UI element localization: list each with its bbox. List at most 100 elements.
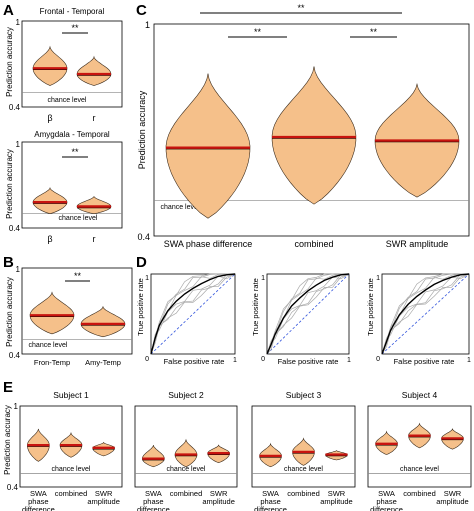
y-tick-label-top: 1 <box>14 402 19 411</box>
x-tick-label: combined <box>294 239 333 249</box>
x-tick-label: r <box>93 234 96 244</box>
x-tick-label: SWA phase difference <box>22 489 55 511</box>
panel-label-a: A <box>3 2 14 19</box>
x-tick-label: combined <box>170 489 203 498</box>
chance-diagonal <box>150 273 236 355</box>
significance-label: ** <box>74 271 82 281</box>
violin-shape <box>174 438 198 468</box>
y-axis-label: Prediction accuracy <box>3 405 12 475</box>
violin-shape <box>142 445 165 468</box>
subplot-title: Subject 2 <box>168 390 204 400</box>
x-tick-label: Amy-Temp <box>85 358 121 367</box>
x-tick-label: β <box>47 234 52 244</box>
plot-frame <box>367 405 472 488</box>
y-tick-label-top: 1 <box>16 265 21 274</box>
roc-subplot: 0 1 1 <box>145 273 237 364</box>
y-tick-label-bottom: 0.4 <box>7 483 19 492</box>
tick-label: 1 <box>376 275 380 282</box>
y-axis-label: Prediction accuracy <box>5 27 14 97</box>
x-tick-label: SWR amplitude <box>202 489 235 506</box>
x-tick-label: SWR amplitude <box>87 489 120 506</box>
panel-label-d: D <box>136 254 147 271</box>
x-tick-label: SWR amplitude <box>320 489 353 506</box>
y-axis-label: Prediction accuracy <box>5 277 14 347</box>
plot-frame <box>381 273 470 355</box>
chance-level-label: chance level <box>59 215 98 222</box>
plot-frame <box>21 20 123 108</box>
roc-curve-mean <box>266 273 350 355</box>
plot-frame <box>21 267 133 355</box>
y-axis-label: True positive rate <box>251 278 260 336</box>
subplot-title: Subject 3 <box>286 390 322 400</box>
violin-shape <box>165 73 251 219</box>
y-tick-label-top: 1 <box>16 140 21 149</box>
x-tick-label: SWR amplitude <box>436 489 469 506</box>
x-tick-label: combined <box>55 489 88 498</box>
panel-label-b: B <box>3 254 14 271</box>
roc-curve-subject <box>150 273 236 355</box>
chart-per-subject: Prediction accuracy 1 0.4 chance level Su… <box>3 390 472 511</box>
x-tick-label: β <box>47 113 52 123</box>
roc-subplot: 0 1 1 <box>376 273 471 364</box>
significance-label: ** <box>254 27 262 37</box>
y-tick-label-top: 1 <box>16 18 21 27</box>
y-tick-label-bottom: 0.4 <box>9 103 21 112</box>
tick-label: 0 <box>145 356 149 363</box>
chance-level-label: chance level <box>400 466 439 473</box>
x-tick-label: r <box>93 113 96 123</box>
chance-level-label: chance level <box>29 342 68 349</box>
x-tick-label: combined <box>403 489 436 498</box>
x-axis-label: False positive rate <box>278 357 339 366</box>
x-tick-label: SWA phase difference <box>370 489 403 511</box>
plot-frame <box>150 273 236 355</box>
subplot-title: Subject 1 <box>53 390 89 400</box>
tick-label: 0 <box>261 356 265 363</box>
roc-curve-subject <box>266 273 349 355</box>
chart-feature-comparison: Prediction accuracy 1 0.4 chance level S… <box>137 3 470 249</box>
y-tick-label-bottom: 0.4 <box>9 224 21 233</box>
plot-frame <box>19 405 123 488</box>
chart-title: Amygdala - Temporal <box>34 130 110 139</box>
roc-curve-subject <box>266 273 350 355</box>
violin-shape <box>80 305 126 338</box>
y-axis-label: Prediction accuracy <box>137 90 147 169</box>
chance-diagonal <box>381 273 470 355</box>
plot-frame <box>153 23 470 237</box>
y-tick-label-top: 1 <box>145 20 150 30</box>
tick-label: 1 <box>347 357 351 364</box>
y-tick-label-bottom: 0.4 <box>9 351 21 360</box>
significance-label: ** <box>71 23 79 33</box>
panel-label-c: C <box>136 2 147 19</box>
chance-level-label: chance level <box>284 466 323 473</box>
chance-level-label: chance level <box>167 466 206 473</box>
panel-label-e: E <box>3 379 13 396</box>
plot-frame <box>251 405 356 488</box>
plot-frame <box>134 405 238 488</box>
subject-subplot: chance level Subject 1 SWA phase differencec… <box>19 390 123 511</box>
roc-curve-subject <box>266 273 349 355</box>
x-tick-label: combined <box>287 489 320 498</box>
roc-curve-subject <box>150 273 235 355</box>
chance-level-label: chance level <box>161 204 200 211</box>
significance-label: ** <box>297 3 305 13</box>
roc-curve-subject <box>266 273 350 355</box>
roc-curve-mean <box>381 273 470 355</box>
subject-subplot: chance level Subject 4 SWA phase differencec… <box>367 390 472 511</box>
y-axis-label: True positive rate <box>136 278 145 336</box>
y-tick-label-bottom: 0.4 <box>137 232 150 242</box>
chance-diagonal <box>266 273 350 355</box>
chance-level-label: chance level <box>48 97 87 104</box>
x-axis-label: False positive rate <box>164 357 225 366</box>
x-tick-label: SWA phase difference <box>254 489 287 511</box>
plot-frame <box>266 273 350 355</box>
roc-curve-mean <box>150 273 236 355</box>
roc-curve-subject <box>266 273 350 355</box>
chart-amygdala-temporal: Amygdala - Temporal Prediction accuracy … <box>5 130 123 244</box>
roc-curve-subject <box>381 273 469 355</box>
violin-shape <box>76 55 112 86</box>
roc-subplot: 0 1 1 <box>261 273 351 364</box>
tick-label: 0 <box>376 356 380 363</box>
violin-shape <box>271 66 357 205</box>
y-axis-label: True positive rate <box>366 278 375 336</box>
